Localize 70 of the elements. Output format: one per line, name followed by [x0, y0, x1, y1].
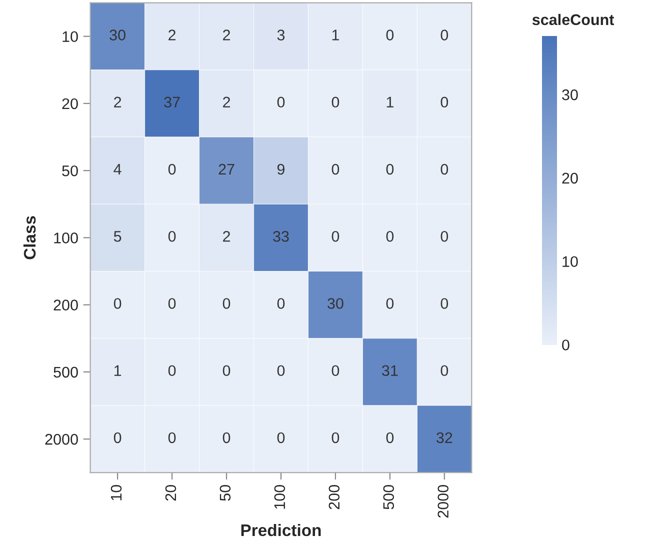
data-label: 0	[222, 298, 230, 309]
data-label: 0	[277, 365, 285, 376]
color-bar-label: 10	[562, 256, 578, 268]
data-label: 2	[168, 30, 176, 40]
data-label: 0	[386, 30, 394, 40]
data-label: 30	[328, 298, 344, 309]
color-bar-title: scaleCount	[532, 14, 614, 26]
data-label: 2	[223, 230, 230, 242]
data-label: 3	[277, 30, 285, 40]
data-label: 0	[332, 432, 340, 444]
data-label: 0	[168, 298, 176, 309]
y-tick-label: 10	[62, 31, 78, 42]
y-tick-label: 100	[54, 232, 78, 244]
x-axis-title: Prediction	[241, 524, 321, 536]
y-tick-label: 200	[54, 300, 78, 310]
data-label: 27	[218, 164, 234, 175]
data-label: 0	[277, 298, 285, 309]
data-label: 37	[164, 96, 180, 108]
y-tick-label: 2000	[45, 434, 78, 445]
data-label: 0	[386, 298, 394, 309]
data-label: 5	[114, 231, 122, 242]
data-label: 32	[436, 432, 452, 444]
data-label: 0	[114, 298, 122, 309]
data-label: 0	[386, 164, 394, 175]
data-label: 0	[332, 230, 340, 242]
data-label: 1	[386, 96, 394, 108]
data-label: 0	[222, 432, 230, 444]
y-tick-label: 500	[54, 366, 78, 378]
data-label: 0	[440, 30, 448, 40]
color-bar-label: 20	[562, 172, 578, 184]
data-label: 33	[273, 230, 289, 242]
data-label: 4	[114, 164, 122, 175]
data-label: 0	[114, 432, 122, 444]
data-label: 0	[277, 96, 285, 108]
data-label: 2	[114, 96, 122, 108]
data-label: 0	[440, 164, 448, 175]
data-label: 1	[114, 365, 122, 376]
color-bar-label: 30	[562, 89, 578, 100]
data-label: 31	[382, 365, 398, 376]
y-tick-label: 50	[62, 165, 78, 176]
color-bar-label: 0	[562, 340, 570, 350]
data-label: 2	[223, 30, 230, 40]
data-label: 0	[168, 365, 176, 376]
data-label: 0	[222, 365, 230, 376]
data-label: 0	[386, 230, 394, 242]
data-label: 1	[332, 30, 339, 40]
data-label: 30	[110, 30, 126, 40]
x-tick-label: 500	[383, 485, 394, 510]
data-label: 0	[440, 96, 448, 108]
data-label: 0	[168, 164, 176, 175]
data-label: 0	[386, 432, 394, 444]
data-label: 0	[440, 365, 448, 376]
y-axis-title: Class	[23, 216, 36, 260]
data-label: 0	[332, 164, 340, 175]
data-label: 9	[277, 164, 285, 175]
x-tick-label: 100	[274, 485, 286, 509]
data-label: 0	[332, 96, 340, 108]
y-tick-label: 20	[62, 98, 78, 110]
data-label: 0	[440, 230, 448, 242]
x-tick-label: 200	[328, 485, 340, 510]
x-tick-label: 20	[165, 485, 176, 501]
x-tick-label: 50	[220, 485, 231, 501]
data-label: 0	[168, 432, 176, 444]
data-label: 0	[277, 432, 285, 444]
x-tick-label: 10	[110, 485, 122, 500]
data-label: 0	[440, 298, 448, 309]
data-label: 0	[168, 230, 176, 242]
data-label: 0	[332, 365, 340, 376]
x-tick-label: 2000	[438, 485, 449, 518]
data-label: 2	[223, 96, 230, 108]
